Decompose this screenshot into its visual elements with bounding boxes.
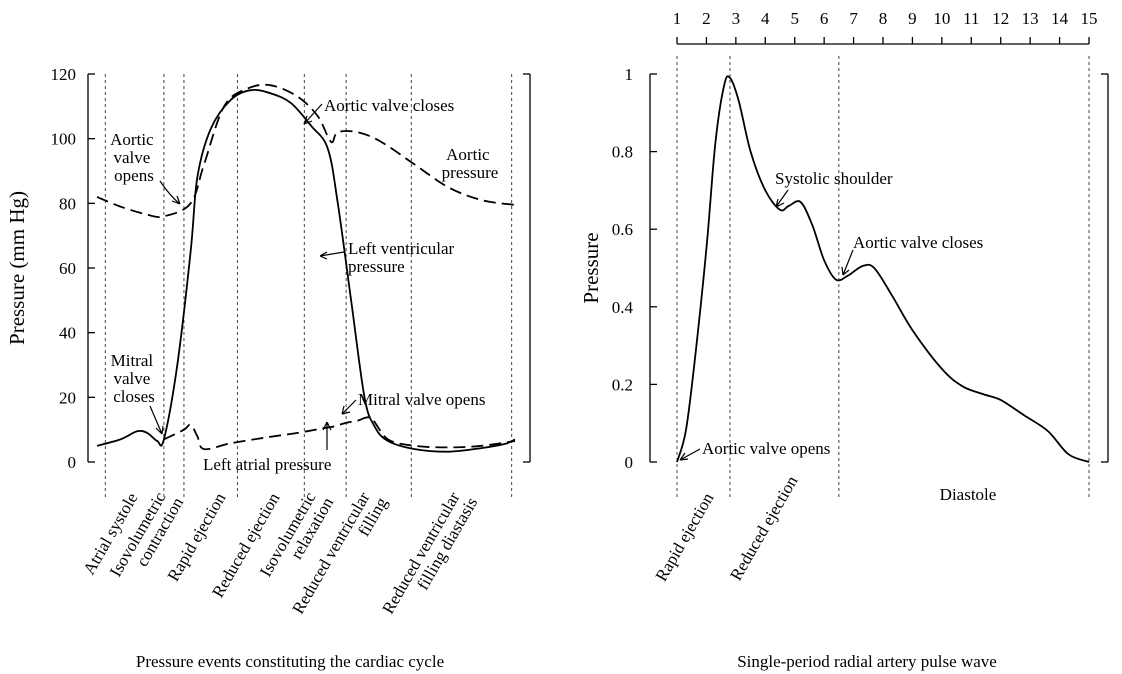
right-y-axis-label: Pressure bbox=[579, 232, 603, 303]
right-x-tick-label-6: 6 bbox=[820, 9, 829, 28]
arrow-left-atrial-pressure bbox=[322, 421, 332, 450]
right-x-tick-label-7: 7 bbox=[849, 9, 858, 28]
right-chart-caption: Single-period radial artery pulse wave bbox=[737, 652, 997, 671]
series-left-atrial-pressure bbox=[163, 416, 516, 451]
right-y-tick-label-0-2: 0.2 bbox=[612, 375, 633, 394]
left-y-tick-label-80: 80 bbox=[59, 194, 76, 213]
right-phase-labels: Rapid ejection Reduced ejection Diastole bbox=[652, 472, 997, 584]
right-y-ticks: 0 0.2 0.4 0.6 0.8 1 bbox=[612, 65, 657, 472]
right-x-tick-label-4: 4 bbox=[761, 9, 770, 28]
annotation-left-atrial-pressure: Left atrial pressure bbox=[203, 455, 331, 474]
arrow-aortic-valve-closes bbox=[303, 103, 323, 125]
annotation-aortic-valve-closes-right: Aortic valve closes bbox=[853, 233, 983, 252]
right-y-tick-label-0-8: 0.8 bbox=[612, 143, 633, 162]
arrow-mitral-valve-closes bbox=[149, 405, 164, 435]
right-series bbox=[676, 75, 1090, 463]
left-y-tick-label-40: 40 bbox=[59, 324, 76, 343]
series-pulse-wave-0 bbox=[676, 75, 1090, 463]
right-y-tick-label-1: 1 bbox=[625, 65, 634, 84]
annotation-aortic-pressure: Aortic pressure bbox=[442, 145, 499, 182]
annotation-aortic-valve-opens-right: Aortic valve opens bbox=[702, 439, 830, 458]
cardiac-cycle-chart: 0 20 40 60 80 100 120 Pressure (mm Hg) Aortic … bbox=[5, 65, 531, 671]
arrow-mitral-valve-opens bbox=[341, 399, 357, 415]
left-y-tick-label-60: 60 bbox=[59, 259, 76, 278]
right-x-tick-label-10: 10 bbox=[933, 9, 950, 28]
left-y-tick-label-20: 20 bbox=[59, 388, 76, 407]
right-y-tick-label-0: 0 bbox=[625, 453, 634, 472]
right-x-tick-label-2: 2 bbox=[702, 9, 711, 28]
arrow-aortic-valve-opens-right bbox=[679, 448, 701, 461]
left-y-tick-label-100: 100 bbox=[51, 130, 77, 149]
left-y-tick-label-0: 0 bbox=[68, 453, 77, 472]
left-series bbox=[96, 83, 516, 453]
phase-label-rapid-ejection-right: Rapid ejection bbox=[652, 489, 718, 584]
left-chart-caption: Pressure events constituting the cardiac… bbox=[136, 652, 444, 671]
right-x-tick-label-14: 14 bbox=[1051, 9, 1069, 28]
annotation-aortic-valve-closes: Aortic valve closes bbox=[324, 96, 454, 115]
series-left-ventricular-pressure bbox=[96, 89, 516, 453]
left-phase-labels: Atrial systole Isovolumetric contraction… bbox=[79, 485, 481, 626]
right-x-tick-label-8: 8 bbox=[879, 9, 888, 28]
right-x-tick-label-15: 15 bbox=[1081, 9, 1098, 28]
right-y-tick-label-0-4: 0.4 bbox=[612, 298, 634, 317]
annotation-mitral-valve-opens: Mitral valve opens bbox=[358, 390, 485, 409]
left-phase-lines bbox=[104, 74, 513, 497]
phase-label-reduced-ejection-right: Reduced ejection bbox=[726, 472, 801, 584]
right-x-tick-label-3: 3 bbox=[732, 9, 741, 28]
arrow-aortic-valve-opens bbox=[159, 180, 181, 205]
series-aortic-pressure bbox=[96, 83, 516, 218]
annotation-left-ventricular-pressure: Left ventricular pressure bbox=[348, 239, 458, 276]
phase-label-diastole: Diastole bbox=[940, 485, 997, 504]
annotation-mitral-valve-closes: Mitral valve closes bbox=[111, 351, 158, 406]
arrow-systolic-shoulder bbox=[775, 189, 789, 208]
right-x-tick-label-12: 12 bbox=[992, 9, 1009, 28]
left-y-axis-label: Pressure (mm Hg) bbox=[5, 191, 29, 345]
right-x-tick-label-11: 11 bbox=[963, 9, 979, 28]
right-x-tick-label-9: 9 bbox=[908, 9, 917, 28]
right-x-tick-label-5: 5 bbox=[790, 9, 799, 28]
right-x-tick-label-13: 13 bbox=[1022, 9, 1039, 28]
arrow-aortic-valve-closes-right bbox=[841, 249, 854, 276]
right-y-tick-label-0-6: 0.6 bbox=[612, 220, 633, 239]
pulse-wave-chart: 1 2 3 4 5 6 7 8 9 10 11 12 13 14 15 00.20.40.60.81 Pre… bbox=[579, 9, 1109, 671]
right-phase-lines bbox=[676, 56, 1090, 497]
annotation-systolic-shoulder: Systolic shoulder bbox=[775, 169, 893, 188]
right-x-tick-label-1: 1 bbox=[673, 9, 682, 28]
left-y-tick-label-120: 120 bbox=[51, 65, 77, 84]
arrow-left-ventricular-pressure bbox=[319, 251, 345, 260]
right-x-ticks: 1 2 3 4 5 6 7 8 9 10 11 12 13 14 15 bbox=[673, 9, 1098, 44]
left-y-ticks: 0 20 40 60 80 100 120 bbox=[51, 65, 95, 472]
phase-label-reduced-ventricular-filling-diastasis: Reduced ventricular filling diastasis bbox=[378, 485, 481, 626]
annotation-aortic-valve-opens: Aortic valve opens bbox=[110, 130, 158, 185]
